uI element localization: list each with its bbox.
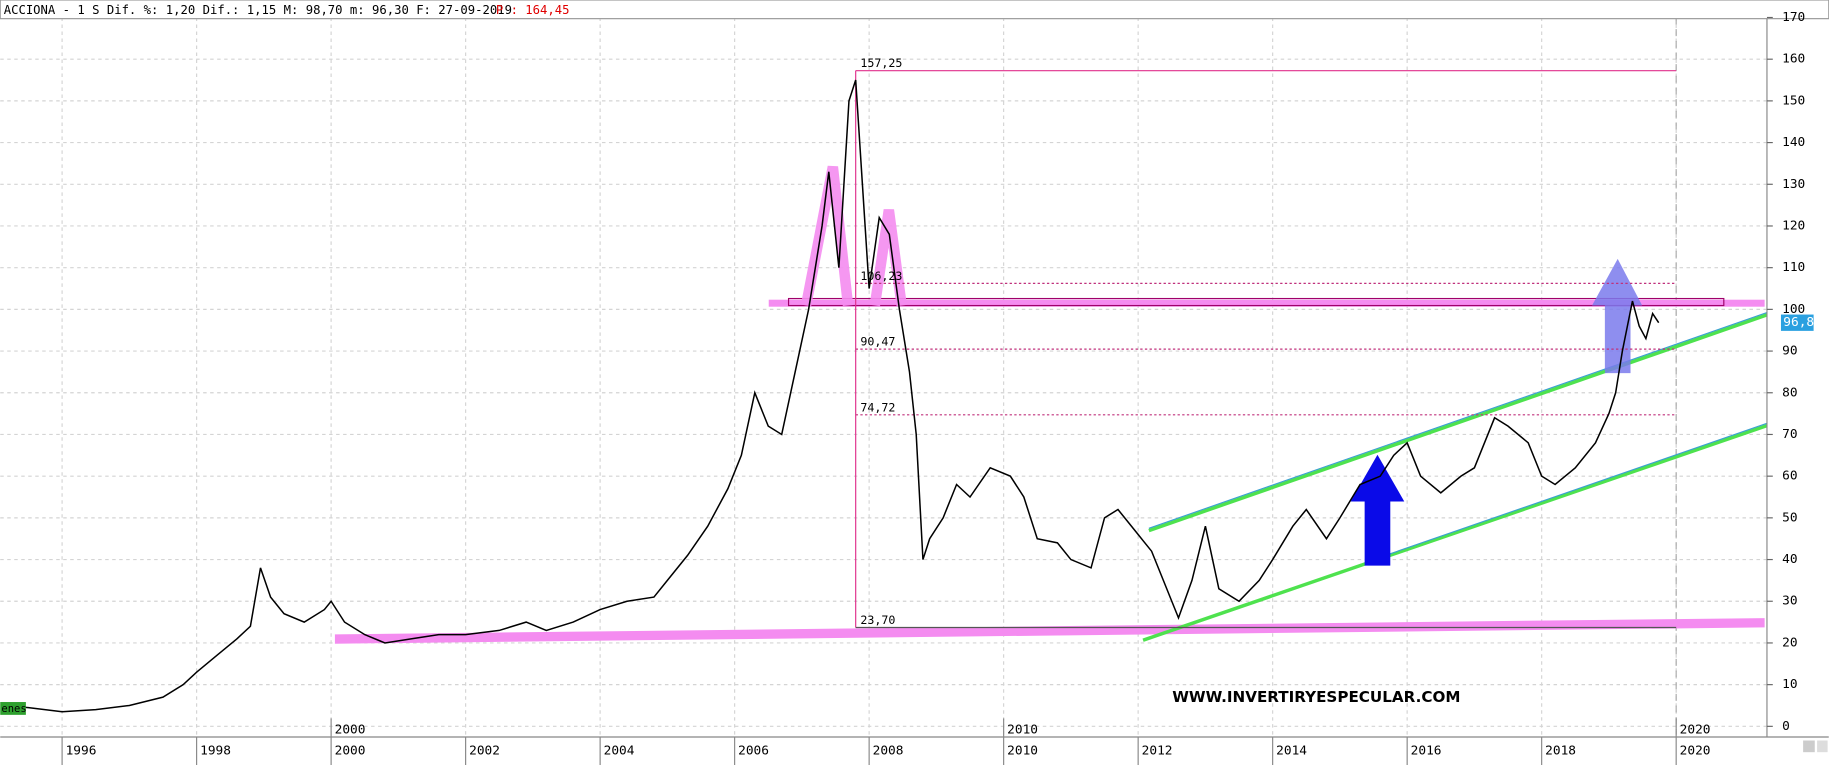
x-tick-label: 2008 [873, 744, 904, 759]
x-tick-label: 2018 [1545, 744, 1576, 759]
x-tick-label: 2006 [738, 744, 769, 759]
decade-label: 2000 [335, 723, 366, 738]
y-tick-label: 170 [1782, 10, 1805, 25]
y-tick-label: 60 [1782, 469, 1797, 484]
channel-bottom-thin [1376, 422, 1768, 560]
fib-label: 23,70 [860, 613, 895, 627]
header-price: P : 164,45 [496, 3, 570, 17]
last-price-box [1780, 314, 1814, 331]
series-tag-box [0, 702, 26, 715]
channel-bottom [1142, 423, 1768, 642]
resistance-band [768, 299, 1765, 307]
y-tick-label: 160 [1782, 52, 1805, 67]
y-tick-label: 150 [1782, 93, 1805, 108]
y-tick-label: 130 [1782, 177, 1805, 192]
x-tick-label: 1998 [200, 744, 231, 759]
y-tick-label: 10 [1782, 677, 1797, 692]
x-tick-label: 2020 [1680, 744, 1711, 759]
icon-save[interactable] [1803, 740, 1815, 753]
shoulder-left [800, 165, 854, 307]
decade-label: 2010 [1007, 723, 1038, 738]
x-tick-label: 2016 [1411, 744, 1442, 759]
x-tick-label: 1996 [66, 744, 97, 759]
series-tag: enes [1, 703, 26, 715]
header-title: ACCIONA - 1 S Dif. %: 1,20 Dif.: 1,15 M:… [4, 3, 512, 17]
y-tick-label: 70 [1782, 427, 1797, 442]
price-line [1, 79, 1660, 713]
y-tick-label: 80 [1782, 385, 1797, 400]
y-tick-label: 50 [1782, 510, 1797, 525]
arrow-up-light [1592, 258, 1643, 374]
watermark: WWW.INVERTIRYESPECULAR.COM [1172, 688, 1460, 706]
x-tick-label: 2002 [469, 744, 500, 759]
shoulder-right [869, 209, 907, 307]
y-tick-label: 90 [1782, 344, 1797, 359]
fib-label: 157,25 [860, 56, 902, 70]
y-tick-label: 100 [1782, 302, 1805, 317]
support-band [334, 618, 1765, 644]
y-tick-label: 40 [1782, 552, 1797, 567]
x-tick-label: 2004 [604, 744, 635, 759]
decade-label: 2020 [1680, 723, 1711, 738]
fib-label: 74,72 [860, 400, 895, 414]
channel-top [1148, 313, 1768, 533]
channel-top-thin [1148, 311, 1768, 529]
y-tick-label: 0 [1782, 719, 1790, 734]
last-price-label: 96,8 [1783, 315, 1814, 330]
y-tick-label: 110 [1782, 260, 1805, 275]
x-tick-label: 2012 [1142, 744, 1173, 759]
y-tick-label: 30 [1782, 594, 1797, 609]
y-tick-label: 120 [1782, 218, 1805, 233]
x-tick-label: 2014 [1276, 744, 1307, 759]
x-tick-label: 2010 [1007, 744, 1038, 759]
y-tick-label: 20 [1782, 635, 1797, 650]
resistance-box [787, 297, 1725, 307]
y-tick-label: 140 [1782, 135, 1805, 150]
fib-label: 90,47 [860, 335, 895, 349]
x-tick-label: 2000 [335, 744, 366, 759]
icon-add[interactable] [1817, 740, 1828, 753]
